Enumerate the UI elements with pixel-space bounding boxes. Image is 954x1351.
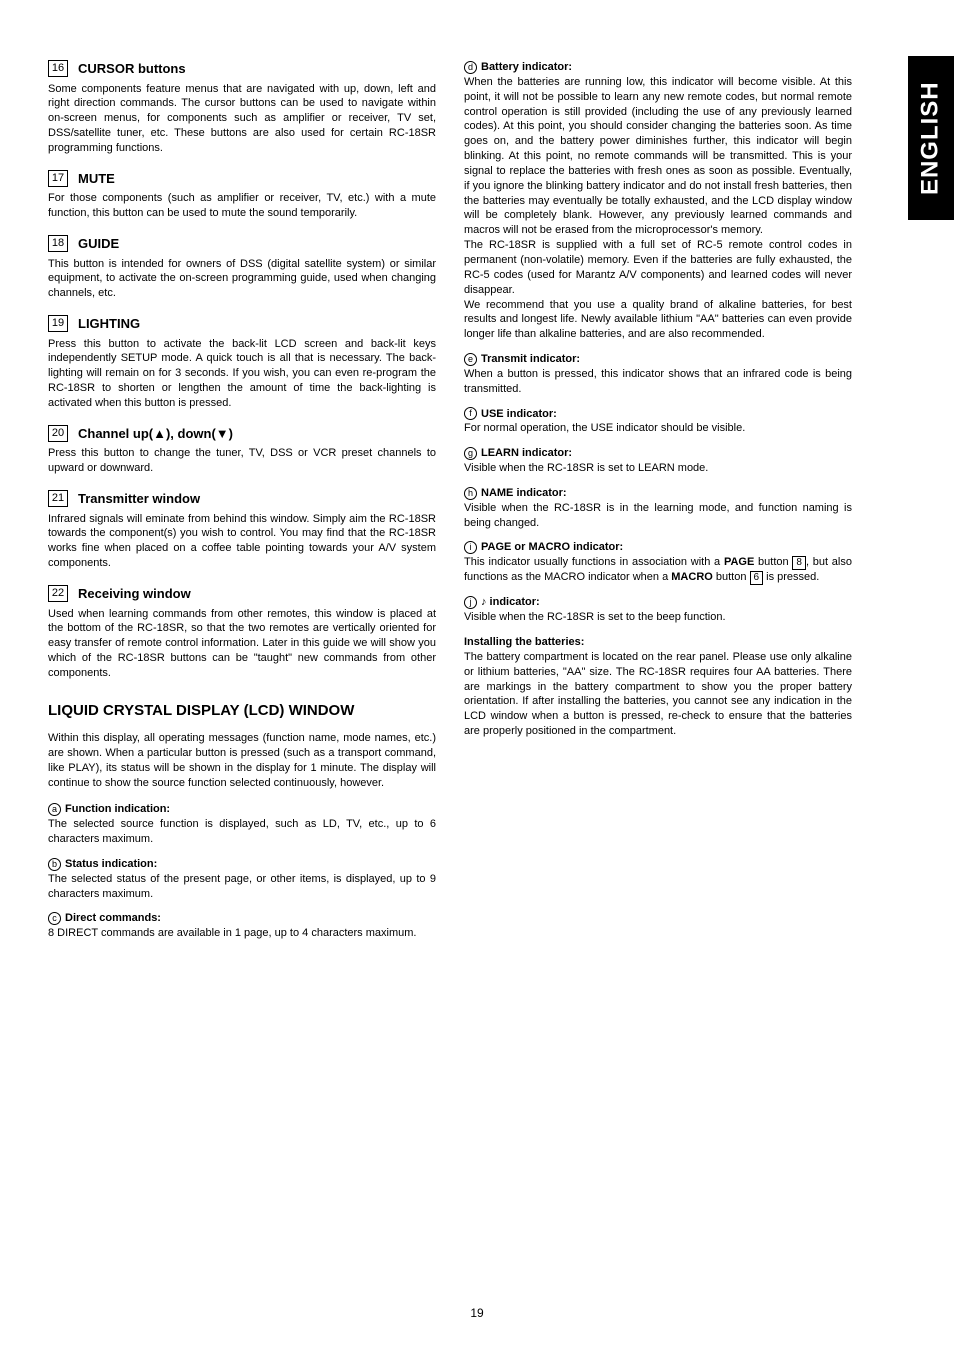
item-body: For normal operation, the USE indicator … — [464, 421, 852, 436]
item-body: Visible when the RC-18SR is set to the b… — [464, 610, 852, 625]
item-label: LEARN indicator: — [481, 447, 572, 459]
button-ref-8: 8 — [792, 556, 806, 570]
lcd-intro: Within this display, all operating messa… — [48, 731, 436, 790]
section-16: 16 CURSOR buttons Some components featur… — [48, 60, 436, 156]
section-body: Used when learning commands from other r… — [48, 607, 436, 681]
section-title: CURSOR buttons — [78, 60, 186, 78]
install-body: The battery compartment is located on th… — [464, 650, 852, 739]
language-tab: ENGLISH — [908, 56, 954, 220]
language-tab-label: ENGLISH — [915, 81, 947, 195]
item-label: USE indicator: — [481, 408, 557, 420]
section-title: Transmitter window — [78, 490, 200, 508]
section-number: 22 — [48, 585, 68, 602]
section-title: GUIDE — [78, 235, 119, 253]
circle-letter: h — [464, 487, 477, 500]
section-number: 20 — [48, 425, 68, 442]
section-number: 16 — [48, 60, 68, 77]
section-18: 18 GUIDE This button is intended for own… — [48, 235, 436, 301]
section-title: Receiving window — [78, 585, 191, 603]
install-batteries: Installing the batteries: The battery co… — [464, 635, 852, 739]
item-f: f USE indicator: For normal operation, th… — [464, 407, 852, 437]
section-number: 18 — [48, 235, 68, 252]
circle-letter: f — [464, 407, 477, 420]
section-body: Press this button to activate the back-l… — [48, 337, 436, 411]
circle-letter: i — [464, 541, 477, 554]
button-ref-6: 6 — [750, 571, 764, 585]
item-j: j ♪ indicator: Visible when the RC-18SR i… — [464, 595, 852, 625]
section-22: 22 Receiving window Used when learning c… — [48, 585, 436, 681]
item-label: Transmit indicator: — [481, 353, 580, 365]
section-body: Some components feature menus that are n… — [48, 82, 436, 156]
item-label: Direct commands: — [65, 912, 161, 924]
section-number: 19 — [48, 315, 68, 332]
item-body-1: When the batteries are running low, this… — [464, 75, 852, 238]
section-21: 21 Transmitter window Infrared signals w… — [48, 490, 436, 571]
item-body-2: The RC-18SR is supplied with a full set … — [464, 238, 852, 297]
section-number: 17 — [48, 170, 68, 187]
item-c: c Direct commands: 8 DIRECT commands are … — [48, 911, 436, 941]
section-19: 19 LIGHTING Press this button to activat… — [48, 315, 436, 411]
section-body: For those components (such as amplifier … — [48, 191, 436, 221]
section-title: Channel up(▲), down(▼) — [78, 425, 233, 443]
lcd-heading: LIQUID CRYSTAL DISPLAY (LCD) WINDOW — [48, 701, 436, 721]
item-body: Visible when the RC-18SR is set to LEARN… — [464, 461, 852, 476]
circle-letter: d — [464, 61, 477, 74]
section-20: 20 Channel up(▲), down(▼) Press this but… — [48, 425, 436, 476]
item-b: b Status indication: The selected status … — [48, 857, 436, 902]
item-body: This indicator usually functions in asso… — [464, 555, 852, 585]
page-content: 16 CURSOR buttons Some components featur… — [0, 0, 954, 981]
item-body-3: We recommend that you use a quality bran… — [464, 298, 852, 343]
item-label: Function indication: — [65, 803, 170, 815]
item-label: NAME indicator: — [481, 487, 567, 499]
item-d: d Battery indicator: When the batteries a… — [464, 60, 852, 342]
circle-letter: c — [48, 912, 61, 925]
circle-letter: j — [464, 596, 477, 609]
install-label: Installing the batteries: — [464, 635, 852, 650]
section-number: 21 — [48, 490, 68, 507]
section-body: This button is intended for owners of DS… — [48, 257, 436, 302]
item-body: Visible when the RC-18SR is in the learn… — [464, 501, 852, 531]
item-body: The selected source function is displaye… — [48, 817, 436, 847]
item-i: i PAGE or MACRO indicator: This indicator… — [464, 540, 852, 585]
section-title: LIGHTING — [78, 315, 140, 333]
item-h: h NAME indicator: Visible when the RC-18S… — [464, 486, 852, 531]
left-column: 16 CURSOR buttons Some components featur… — [48, 60, 436, 951]
item-label: Status indication: — [65, 858, 157, 870]
item-e: e Transmit indicator: When a button is pr… — [464, 352, 852, 397]
section-title: MUTE — [78, 170, 115, 188]
item-body: When a button is pressed, this indicator… — [464, 367, 852, 397]
page-number: 19 — [0, 1305, 954, 1321]
item-label: Battery indicator: — [481, 61, 572, 73]
circle-letter: g — [464, 447, 477, 460]
circle-letter: b — [48, 858, 61, 871]
item-body: 8 DIRECT commands are available in 1 pag… — [48, 926, 436, 941]
section-body: Press this button to change the tuner, T… — [48, 446, 436, 476]
circle-letter: e — [464, 353, 477, 366]
section-body: Infrared signals will eminate from behin… — [48, 512, 436, 571]
item-a: a Function indication: The selected sourc… — [48, 802, 436, 847]
item-g: g LEARN indicator: Visible when the RC-18… — [464, 446, 852, 476]
section-17: 17 MUTE For those components (such as am… — [48, 170, 436, 221]
right-column: d Battery indicator: When the batteries a… — [464, 60, 852, 951]
circle-letter: a — [48, 803, 61, 816]
item-label: PAGE or MACRO indicator: — [481, 541, 623, 553]
item-label: ♪ indicator: — [481, 596, 540, 608]
item-body: The selected status of the present page,… — [48, 872, 436, 902]
